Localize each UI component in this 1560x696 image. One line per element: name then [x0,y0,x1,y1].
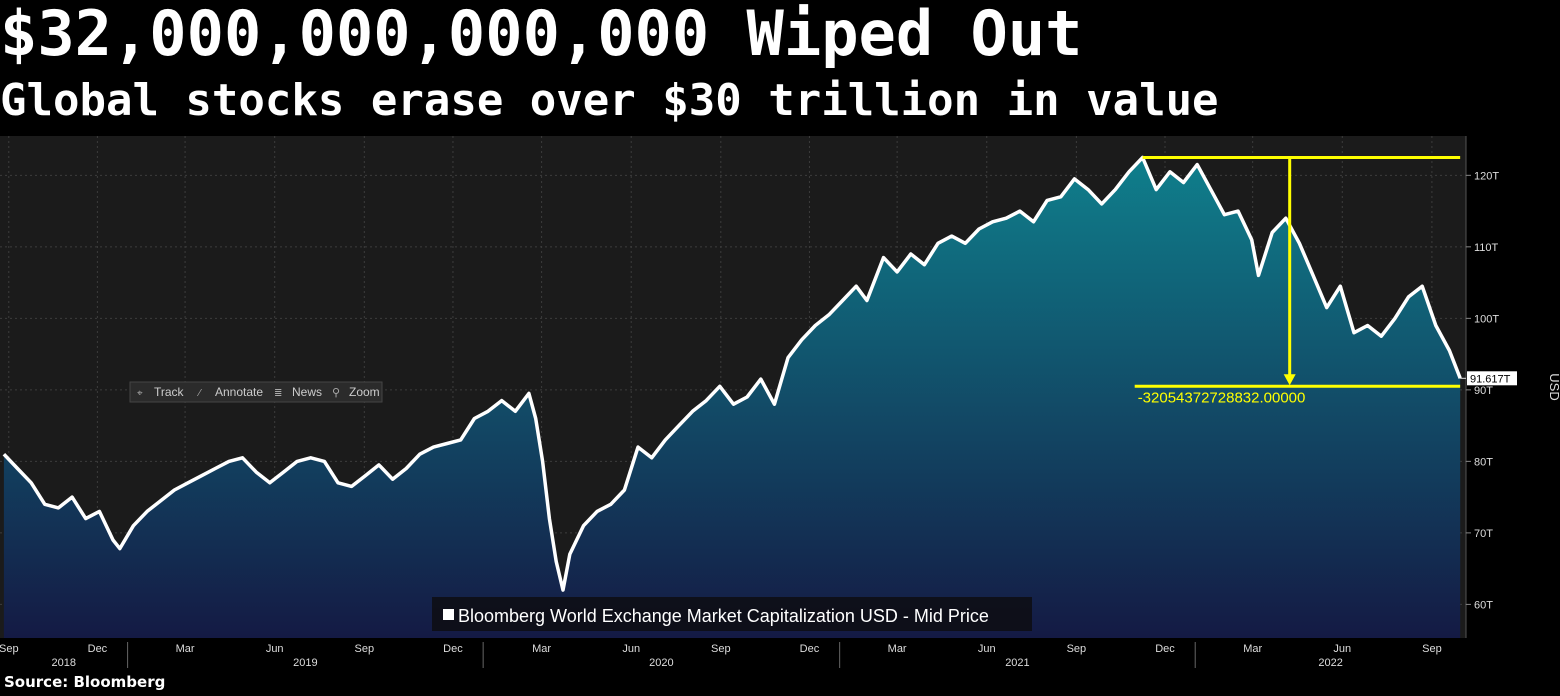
news-button[interactable]: ≣ News [274,385,322,399]
x-tick-label: Mar [176,643,195,655]
x-tick-label: Dec [800,643,820,655]
toolbar-label: Annotate [215,385,263,399]
year-label: 2021 [1005,657,1029,669]
x-tick-label: Sep [711,643,731,655]
area-fill [3,157,1461,638]
x-axis-band [0,638,1560,670]
x-tick-label: Jun [1333,643,1351,655]
y-tick-label: 120T [1474,170,1499,182]
x-tick-label: Jun [622,643,640,655]
zoom-button[interactable]: ⚲ Zoom [332,385,380,399]
drawdown-annotation: -32054372728832.00000 [1134,155,1461,406]
y-tick-label: 70T [1474,528,1493,540]
drawdown-label: -32054372728832.00000 [1138,389,1306,406]
y-tick-label: 110T [1474,242,1499,254]
legend-label: Bloomberg World Exchange Market Capitali… [458,606,989,626]
x-tick-label: Sep [1067,643,1087,655]
toolbar-label: Track [154,385,185,399]
news-icon: ≣ [274,388,282,399]
chart-panel: -32054372728832.00000 60T 70T 80T 90T 100T 11… [0,136,1560,670]
last-value-tag [1467,371,1517,386]
x-axis: Sep Dec Mar Jun Sep Dec Mar Jun Sep Dec Mar Jun Sep D… [0,642,1442,669]
annotate-button[interactable]: ⁄ Annotate [196,385,263,399]
chart-subtitle: Global stocks erase over $30 trillion in… [0,75,1219,126]
legend-swatch [443,609,454,620]
chart-title: $32,000,000,000,000 Wiped Out [0,0,1083,70]
x-tick-label: Sep [0,643,19,655]
x-tick-label: Mar [532,643,551,655]
magnifier-icon: ⚲ [332,387,340,399]
drop-arrow-head [1283,374,1296,386]
x-tick-label: Dec [88,643,108,655]
series-line [2,155,1462,592]
x-tick-label: Mar [888,643,907,655]
y-tick-label: 60T [1474,599,1493,611]
toolbar-label: News [292,385,322,399]
crosshair-icon: ⌖ [137,388,143,399]
pencil-icon: ⁄ [196,388,202,399]
year-label: 2018 [52,657,76,669]
year-label: 2019 [293,657,317,669]
x-tick-label: Jun [978,643,996,655]
x-tick-label: Dec [1155,643,1175,655]
chart-toolbar: ⌖ Track ⁄ Annotate ≣ News ⚲ Zoom [129,381,383,403]
legend: Bloomberg World Exchange Market Capitali… [432,597,1032,631]
y-axis: 60T 70T 80T 90T 100T 110T 120T 91.617T USD [1460,170,1560,611]
source-note: Source: Bloomberg [4,673,166,691]
toolbar-label: Zoom [349,385,380,399]
y-tick-label: 90T [1474,385,1493,397]
y-tick-label: 100T [1474,313,1499,325]
x-tick-label: Sep [355,643,375,655]
x-tick-label: Sep [1422,643,1442,655]
x-tick-label: Dec [443,643,463,655]
last-value-label: 91.617T [1470,373,1511,385]
year-label: 2022 [1318,657,1342,669]
y-axis-title: USD [1547,373,1560,400]
track-button[interactable]: ⌖ Track [137,385,185,399]
x-tick-label: Jun [266,643,284,655]
market-cap-chart: -32054372728832.00000 60T 70T 80T 90T 100T 11… [0,136,1560,670]
year-label: 2020 [649,657,673,669]
y-tick-label: 80T [1474,456,1493,468]
x-tick-label: Mar [1243,643,1262,655]
